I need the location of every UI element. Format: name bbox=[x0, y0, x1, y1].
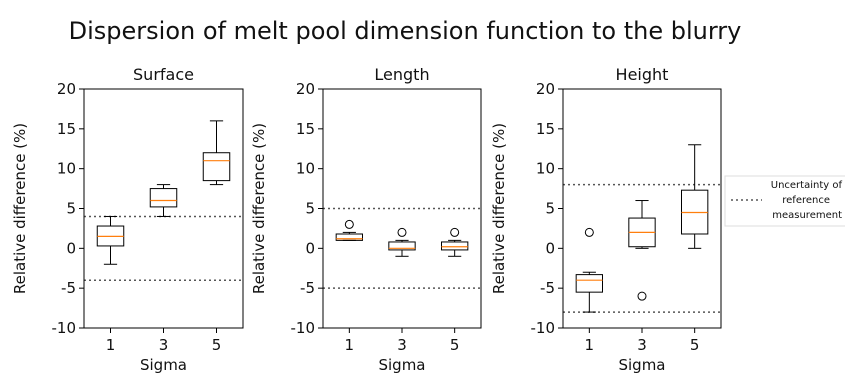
x-tick-label: 3 bbox=[637, 336, 647, 354]
x-tick-label: 5 bbox=[212, 336, 222, 354]
y-tick-label: 5 bbox=[66, 200, 76, 218]
x-tick-label: 3 bbox=[397, 336, 407, 354]
box-sigma-3 bbox=[149, 184, 178, 217]
x-axis-label: Sigma bbox=[378, 356, 425, 374]
box-iqr bbox=[441, 241, 469, 251]
outlier-point bbox=[450, 227, 460, 237]
box-iqr bbox=[575, 274, 604, 293]
y-tick-label: 0 bbox=[305, 239, 315, 257]
box-sigma-3 bbox=[388, 227, 416, 257]
y-axis-label: Relative difference (%) bbox=[250, 123, 268, 294]
y-tick-label: 0 bbox=[66, 239, 76, 257]
box-iqr bbox=[149, 188, 178, 208]
outlier-point bbox=[344, 219, 354, 229]
panel-title: Height bbox=[616, 65, 669, 84]
outlier-point bbox=[397, 227, 407, 237]
panel-height: 20 15 10 5 0 -5 -10 1 3 5 Height Sigma Relative diff… bbox=[490, 65, 722, 374]
y-tick-label: 10 bbox=[296, 160, 315, 178]
box-sigma-5 bbox=[681, 144, 709, 249]
box-sigma-1 bbox=[575, 227, 604, 313]
y-tick-label: 15 bbox=[536, 120, 555, 138]
y-tick-label: -10 bbox=[52, 319, 77, 337]
x-axis-label: Sigma bbox=[618, 356, 665, 374]
y-tick-label: 15 bbox=[57, 120, 76, 138]
legend-label-line-1: Uncertainty of bbox=[771, 180, 843, 191]
y-tick-label: 20 bbox=[536, 80, 555, 98]
legend: Uncertainty of reference measurement bbox=[724, 175, 845, 227]
y-tick-label: 0 bbox=[545, 239, 555, 257]
y-tick-label: -5 bbox=[300, 279, 315, 297]
x-tick-label: 5 bbox=[690, 336, 700, 354]
box-sigma-5 bbox=[202, 120, 231, 186]
outlier-point bbox=[584, 227, 594, 237]
panel-title: Length bbox=[374, 65, 429, 84]
box-iqr bbox=[335, 233, 363, 241]
y-tick-label: 5 bbox=[545, 200, 555, 218]
y-tick-label: 20 bbox=[296, 80, 315, 98]
y-axis-label: Relative difference (%) bbox=[490, 123, 508, 294]
box-iqr bbox=[202, 152, 231, 182]
x-tick-label: 1 bbox=[585, 336, 595, 354]
y-tick-label: -10 bbox=[531, 319, 556, 337]
figure-title: Dispersion of melt pool dimension functi… bbox=[69, 17, 742, 45]
y-tick-label: 10 bbox=[536, 160, 555, 178]
x-tick-label: 1 bbox=[345, 336, 355, 354]
box-sigma-5 bbox=[441, 227, 469, 257]
legend-label-line-2: reference bbox=[782, 195, 830, 206]
y-tick-label: 15 bbox=[296, 120, 315, 138]
y-tick-label: -5 bbox=[61, 279, 76, 297]
x-tick-label: 5 bbox=[450, 336, 460, 354]
panel-length: 20 15 10 5 0 -5 -10 1 3 5 Length Sigma Relative diff… bbox=[250, 65, 482, 374]
y-axis-label: Relative difference (%) bbox=[11, 123, 29, 294]
y-tick-label: -5 bbox=[540, 279, 555, 297]
legend-label-line-3: measurement bbox=[772, 210, 842, 221]
panel-title: Surface bbox=[133, 65, 194, 84]
y-tick-label: 20 bbox=[57, 80, 76, 98]
y-tick-label: 10 bbox=[57, 160, 76, 178]
x-tick-label: 1 bbox=[106, 336, 116, 354]
x-axis-label: Sigma bbox=[140, 356, 187, 374]
box-sigma-1 bbox=[96, 215, 125, 265]
y-tick-label: 5 bbox=[305, 200, 315, 218]
box-sigma-1 bbox=[335, 219, 363, 241]
box-iqr bbox=[388, 241, 416, 251]
panel-surface: 20 15 10 5 0 -5 -10 1 3 5 Surface Sigma Relative dif… bbox=[11, 65, 244, 374]
y-tick-label: -10 bbox=[291, 319, 316, 337]
outlier-point bbox=[637, 291, 647, 301]
box-sigma-3 bbox=[628, 200, 656, 301]
legend-frame bbox=[724, 175, 845, 227]
x-tick-label: 3 bbox=[159, 336, 169, 354]
